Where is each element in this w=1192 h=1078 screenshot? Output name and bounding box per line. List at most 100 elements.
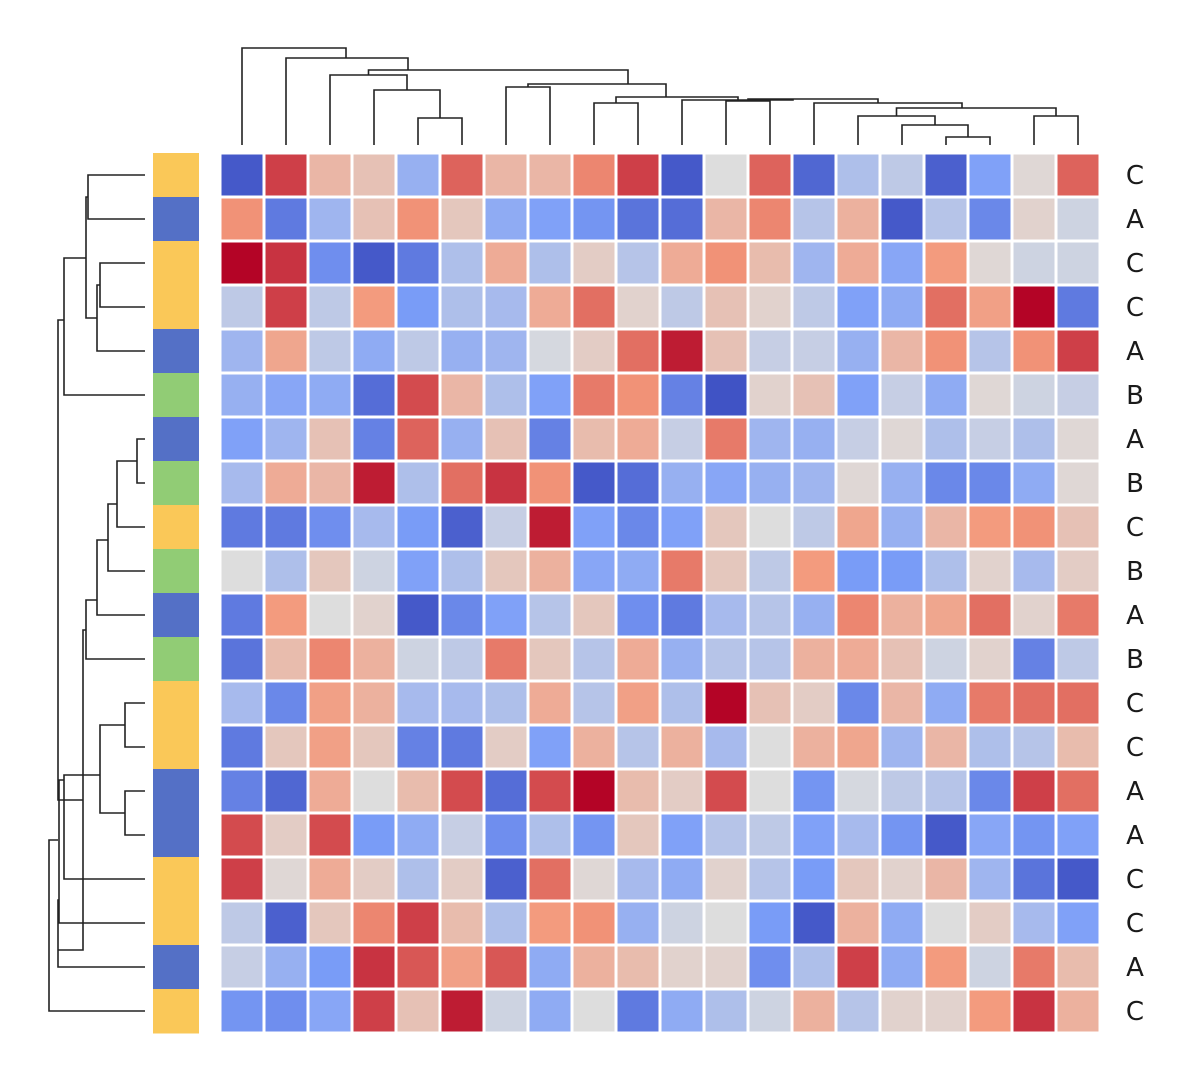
heatmap-cell — [265, 594, 307, 636]
heatmap-cell — [793, 154, 835, 196]
heatmap-cell — [485, 418, 527, 460]
heatmap-cell — [353, 286, 395, 328]
heatmap-cell — [969, 726, 1011, 768]
heatmap-cell — [661, 594, 703, 636]
heatmap-cell — [441, 946, 483, 988]
heatmap-cell — [1013, 330, 1055, 372]
heatmap-cell — [705, 550, 747, 592]
heatmap-cell — [749, 770, 791, 812]
heatmap-cell — [837, 946, 879, 988]
heatmap-cell — [617, 286, 659, 328]
dendrogram-link — [241, 47, 347, 145]
heatmap-cell — [969, 330, 1011, 372]
heatmap-cell — [529, 330, 571, 372]
heatmap-cell — [1013, 594, 1055, 636]
heatmap-cell — [529, 682, 571, 724]
heatmap-cell — [309, 330, 351, 372]
heatmap-cell — [353, 726, 395, 768]
heatmap-cell — [881, 946, 923, 988]
heatmap-cell — [881, 594, 923, 636]
heatmap-cell — [837, 638, 879, 680]
heatmap-cell — [793, 374, 835, 416]
heatmap-cell — [309, 198, 351, 240]
heatmap-cell — [397, 330, 439, 372]
heatmap-cell — [529, 990, 571, 1032]
heatmap-cell — [705, 154, 747, 196]
heatmap-cell — [573, 550, 615, 592]
heatmap-cell — [661, 374, 703, 416]
heatmap-cell — [353, 594, 395, 636]
dendrogram-link — [107, 503, 145, 572]
dendrogram-link — [99, 724, 125, 814]
heatmap-cell — [705, 638, 747, 680]
heatmap-cell — [1057, 946, 1099, 988]
dendrogram-link — [96, 284, 145, 352]
heatmap-cell — [925, 154, 967, 196]
heatmap-cell — [617, 594, 659, 636]
heatmap-cell — [309, 154, 351, 196]
heatmap-cell — [969, 594, 1011, 636]
heatmap-cell — [705, 770, 747, 812]
heatmap-cell — [617, 550, 659, 592]
dendrogram-link — [285, 57, 409, 145]
heatmap-cell — [221, 594, 263, 636]
dendrogram-link — [1033, 115, 1079, 145]
dendrogram-link — [725, 100, 771, 145]
row-tick-label: B — [1126, 381, 1144, 411]
dendrogram-link — [124, 702, 145, 748]
heatmap-cell — [573, 242, 615, 284]
heatmap-cell — [749, 814, 791, 856]
heatmap-cell — [749, 418, 791, 460]
group-color-cell — [153, 813, 199, 858]
heatmap-cell — [617, 814, 659, 856]
group-color-cell — [153, 153, 199, 198]
heatmap-cell — [969, 198, 1011, 240]
heatmap-cell — [1013, 242, 1055, 284]
heatmap-cell — [705, 462, 747, 504]
heatmap-cell — [881, 462, 923, 504]
group-color-cell — [153, 285, 199, 330]
heatmap-cell — [793, 990, 835, 1032]
heatmap-cell — [969, 286, 1011, 328]
heatmap-cell — [1013, 858, 1055, 900]
heatmap-cell — [221, 242, 263, 284]
row-tick-label: A — [1126, 953, 1144, 983]
heatmap-cell — [265, 418, 307, 460]
heatmap-cell — [221, 946, 263, 988]
heatmap-cell — [441, 374, 483, 416]
group-color-cell — [153, 857, 199, 902]
heatmap-cell — [793, 418, 835, 460]
heatmap-cell — [661, 154, 703, 196]
heatmap-cell — [353, 550, 395, 592]
heatmap-cell — [749, 946, 791, 988]
heatmap-cell — [749, 154, 791, 196]
heatmap-cell — [265, 242, 307, 284]
heatmap-cell — [661, 330, 703, 372]
heatmap-cell — [793, 594, 835, 636]
dendrogram-link — [63, 257, 145, 396]
heatmap-cell — [573, 286, 615, 328]
heatmap-cell — [1057, 198, 1099, 240]
heatmap-cell — [617, 198, 659, 240]
heatmap-cell — [441, 242, 483, 284]
heatmap-cell — [969, 462, 1011, 504]
dendrogram-link — [615, 96, 739, 103]
heatmap-cell — [837, 814, 879, 856]
heatmap-cell — [1057, 418, 1099, 460]
heatmap-cell — [617, 506, 659, 548]
heatmap-cell — [265, 814, 307, 856]
dendrogram-link — [58, 779, 145, 924]
heatmap-cell — [265, 990, 307, 1032]
heatmap-cell — [221, 814, 263, 856]
heatmap-cell — [265, 726, 307, 768]
heatmap-cell — [573, 330, 615, 372]
heatmap-cell — [397, 286, 439, 328]
row-tick-label: A — [1126, 777, 1144, 807]
heatmap-cell — [837, 330, 879, 372]
heatmap-cell — [1013, 902, 1055, 944]
heatmap-cell — [749, 462, 791, 504]
heatmap-cell — [529, 638, 571, 680]
heatmap-cell — [661, 902, 703, 944]
row-tick-label: C — [1126, 293, 1144, 323]
heatmap-cell — [221, 902, 263, 944]
